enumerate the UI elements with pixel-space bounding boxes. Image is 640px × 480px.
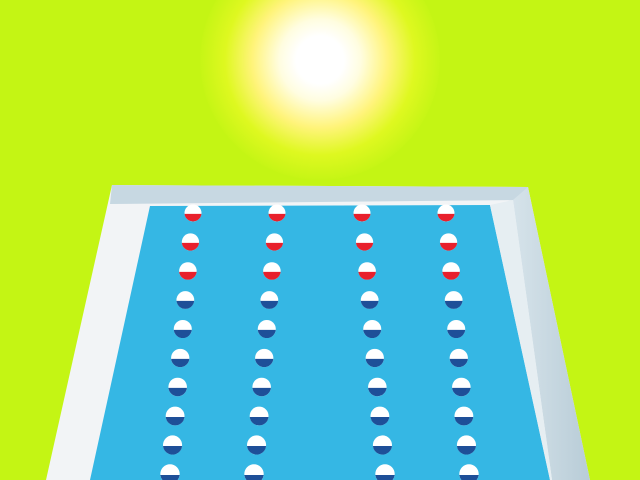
buoy-blue: [257, 319, 276, 339]
buoy-red: [442, 262, 460, 280]
buoy-blue: [454, 406, 474, 426]
buoy-blue: [444, 291, 463, 309]
buoy-blue: [449, 348, 468, 368]
buoy-blue: [370, 406, 390, 426]
buoy-blue: [246, 435, 267, 455]
buoy-blue: [459, 464, 479, 480]
buoy-blue: [162, 435, 183, 455]
lane-rope-4: [437, 204, 479, 480]
buoy-blue: [360, 291, 379, 309]
lane-rope-2: [244, 204, 286, 480]
buoy-blue: [372, 435, 393, 455]
buoy-blue: [363, 319, 382, 339]
buoy-red: [179, 262, 197, 280]
pool-right-rim-shade: [513, 187, 590, 480]
buoy-blue: [168, 377, 187, 397]
buoy-blue: [375, 464, 395, 480]
buoy-blue: [176, 291, 195, 309]
buoy-red: [184, 204, 202, 222]
buoy-blue: [260, 291, 279, 309]
buoy-blue: [244, 464, 264, 480]
buoy-red: [437, 204, 455, 222]
buoy-blue: [368, 377, 387, 397]
buoy-blue: [456, 435, 477, 455]
buoy-red: [353, 204, 371, 222]
buoy-blue: [171, 348, 190, 368]
buoy-blue: [255, 348, 274, 368]
pool-inner-wall: [490, 200, 552, 480]
lane-rope-3: [353, 204, 395, 480]
buoy-blue: [365, 348, 384, 368]
buoy-red: [265, 233, 284, 251]
buoy-blue: [160, 464, 180, 480]
buoy-red: [181, 233, 200, 251]
buoy-red: [355, 233, 374, 251]
pool-far-rim-shade: [110, 185, 528, 204]
buoy-red: [268, 204, 286, 222]
pool-water: [90, 205, 550, 480]
buoy-red: [358, 262, 376, 280]
buoy-blue: [173, 319, 192, 339]
buoy-blue: [452, 377, 471, 397]
lane-rope-1: [160, 204, 202, 480]
buoy-blue: [165, 406, 185, 426]
lane-ropes: [160, 204, 479, 480]
buoy-blue: [249, 406, 269, 426]
buoy-red: [439, 233, 458, 251]
buoy-blue: [252, 377, 271, 397]
buoy-red: [263, 262, 281, 280]
buoy-blue: [447, 319, 466, 339]
